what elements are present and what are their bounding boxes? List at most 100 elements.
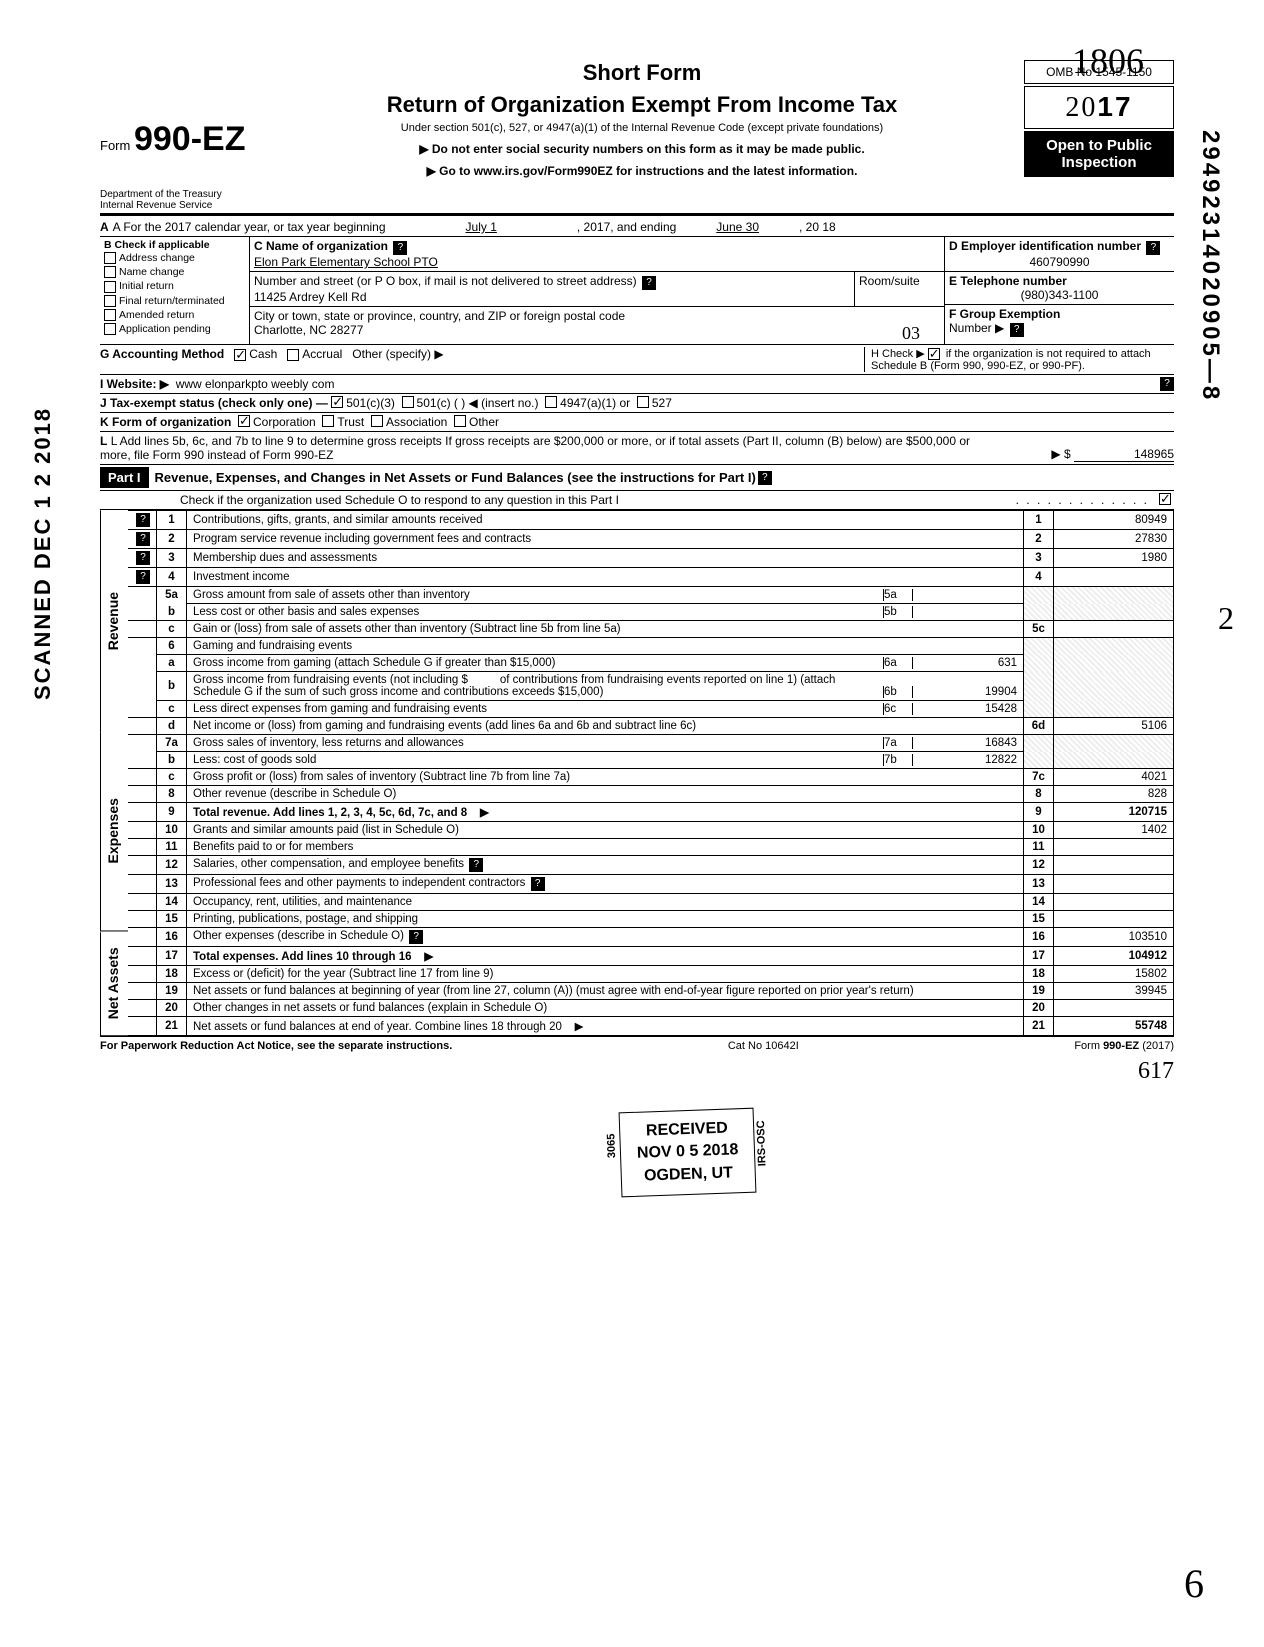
title-block: Short Form Return of Organization Exempt… [260,60,1024,178]
chk-h[interactable] [928,348,940,360]
chk-527[interactable] [637,396,649,408]
dept-treasury: Department of the Treasury Internal Reve… [100,189,260,211]
chk-final[interactable]: Final return/terminated [104,294,245,308]
table-row: 14Occupancy, rent, utilities, and mainte… [128,894,1174,911]
side-netassets: Net Assets [100,932,128,1036]
other-specify: Other (specify) ▶ [352,347,443,361]
stamp-ogden: OGDEN, UT [637,1162,739,1188]
line-l: L L Add lines 5b, 6c, and 7b to line 9 t… [100,432,1174,464]
table-row: 15Printing, publications, postage, and s… [128,911,1174,928]
chk-corp[interactable] [238,415,250,427]
room-label: Room/suite [854,272,944,306]
section-d-label: D Employer identification number [949,239,1141,253]
help-icon: ? [1146,241,1160,255]
table-row: 6Gaming and fundraising events [128,638,1174,655]
hand-03: 03 [902,323,920,344]
line-l-value: 148965 [1074,447,1174,462]
line-h-text: H Check ▶ [871,348,928,360]
table-row: 12Salaries, other compensation, and empl… [128,856,1174,875]
section-f-sub: Number ▶ [949,321,1004,335]
table-row: 7a Gross sales of inventory, less return… [128,735,1174,752]
chk-501c3[interactable] [331,396,343,408]
part-i-check: Check if the organization used Schedule … [100,491,1174,510]
year-box: 2017 [1024,86,1174,129]
chk-name[interactable]: Name change [104,265,245,279]
chk-trust[interactable] [322,415,334,427]
main-title: Return of Organization Exempt From Incom… [260,92,1024,118]
chk-assoc[interactable] [371,415,383,427]
chk-initial[interactable]: Initial return [104,279,245,293]
arrow-line-1: ▶ Do not enter social security numbers o… [260,142,1024,156]
chk-other[interactable] [454,415,466,427]
help-icon: ? [1160,377,1174,391]
line-a-text: A For the 2017 calendar year, or tax yea… [113,220,386,234]
scanned-stamp-vertical: SCANNED DEC 1 2 2018 [30,407,56,700]
table-row: 18Excess or (deficit) for the year (Subt… [128,966,1174,983]
footer: For Paperwork Reduction Act Notice, see … [100,1036,1174,1052]
section-b-label: B Check if applicable [104,239,245,251]
corner-6: 6 [1184,1560,1204,1607]
chk-accrual[interactable] [287,349,299,361]
table-row: cGross profit or (loss) from sales of in… [128,769,1174,786]
side-revenue: Revenue [100,510,128,732]
handwritten-top: 1806 [1072,40,1144,82]
footer-left: For Paperwork Reduction Act Notice, see … [100,1040,452,1052]
section-def: D Employer identification number ? 46079… [944,237,1174,344]
part-i-title: Part I [100,467,149,488]
line-a-end: June 30 [716,220,759,234]
initials-bottom: 617 [100,1058,1174,1085]
section-c-label: C Name of organization [254,239,388,253]
section-e-label: E Telephone number [949,274,1067,288]
table-row: 21Net assets or fund balances at end of … [128,1017,1174,1036]
stamp-side1: 3065 [604,1133,620,1158]
subtitle: Under section 501(c), 527, or 4947(a)(1)… [260,122,1024,134]
help-icon: ? [393,241,407,255]
table-row: 8Other revenue (describe in Schedule O)8… [128,786,1174,803]
main-table-wrapper: Revenue Expenses Net Assets ?1Contributi… [100,510,1174,1036]
chk-4947[interactable] [545,396,557,408]
line-j-label: J Tax-exempt status (check only one) — [100,396,328,410]
street-value: 11425 Ardrey Kell Rd [254,290,367,304]
line-k-label: K Form of organization [100,415,231,429]
table-row: 20Other changes in net assets or fund ba… [128,1000,1174,1017]
part-i-desc: Revenue, Expenses, and Changes in Net As… [155,470,756,485]
stamp-side2: IRS-OSC [754,1120,771,1166]
form-number-big: 990-EZ [134,120,246,158]
line-k: K Form of organization Corporation Trust… [100,413,1174,432]
part-i-header: Part I Revenue, Expenses, and Changes in… [100,464,1174,491]
table-row: ?2Program service revenue including gove… [128,530,1174,549]
table-row: ?1Contributions, gifts, grants, and simi… [128,511,1174,530]
help-icon: ? [758,471,772,485]
footer-right: Form 990-EZ (2017) [1074,1040,1174,1052]
side-expenses: Expenses [100,732,128,931]
table-row: 16Other expenses (describe in Schedule O… [128,928,1174,947]
table-row: b Less: cost of goods sold7b12822 [128,752,1174,769]
open-public: Open to Public Inspection [1024,131,1174,177]
main-table: ?1Contributions, gifts, grants, and simi… [128,510,1174,1036]
line-g-label: G Accounting Method [100,347,224,361]
table-row: a Gross income from gaming (attach Sched… [128,655,1174,672]
section-f-label: F Group Exemption [949,307,1060,321]
chk-501c[interactable] [402,396,414,408]
line-i-label: I Website: ▶ [100,377,169,391]
table-row: 19Net assets or fund balances at beginni… [128,983,1174,1000]
table-row: cGain or (loss) from sale of assets othe… [128,621,1174,638]
chk-cash[interactable] [234,349,246,361]
city-label: City or town, state or province, country… [254,309,625,323]
chk-part-i[interactable] [1159,493,1171,505]
line-a-begin: July 1 [466,220,497,234]
chk-address[interactable]: Address change [104,251,245,265]
chk-amended[interactable]: Amended return [104,308,245,322]
table-row: 11Benefits paid to or for members11 [128,839,1174,856]
doc-id-vertical: 29492314020905—8 [1196,130,1224,402]
line-i: I Website: ▶ www elonparkpto weebly com … [100,375,1174,394]
year-suffix: 17 [1097,91,1132,122]
phone-value: (980)343-1100 [949,288,1170,302]
table-row: 13Professional fees and other payments t… [128,875,1174,894]
corner-2: 2 [1218,600,1234,637]
website-value: www elonparkpto weebly com [176,377,335,391]
chk-pending[interactable]: Application pending [104,322,245,336]
help-icon: ? [1010,323,1024,337]
line-j: J Tax-exempt status (check only one) — 5… [100,394,1174,413]
table-row: c Less direct expenses from gaming and f… [128,701,1174,718]
